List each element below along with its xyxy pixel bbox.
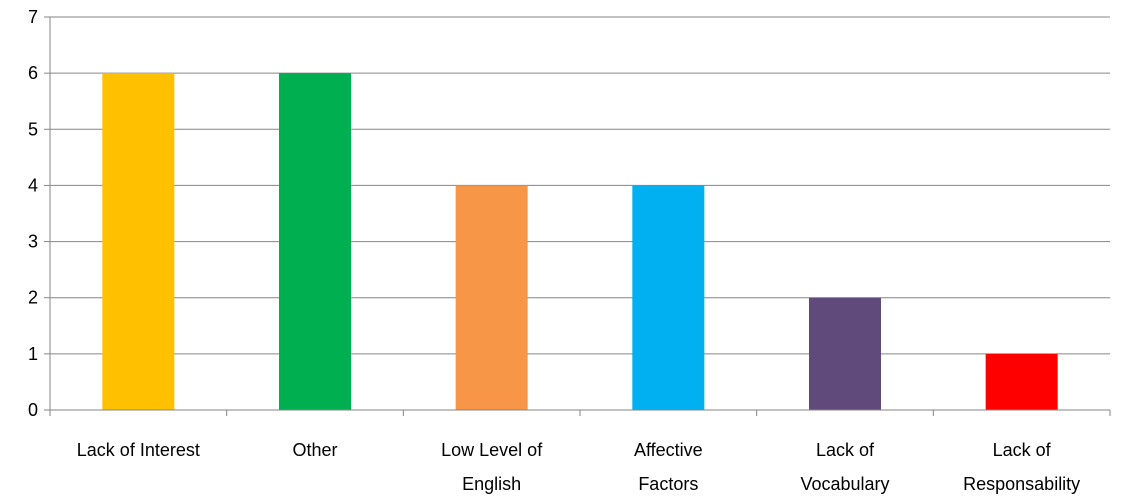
y-tick-label: 2 xyxy=(28,288,38,308)
x-category-label-line: Affective xyxy=(634,440,703,460)
x-category-label-line: Factors xyxy=(638,474,698,494)
y-tick-label: 7 xyxy=(28,7,38,27)
x-category-label-line: Low Level of xyxy=(441,440,543,460)
x-category-label: Lack of Responsability xyxy=(963,440,1080,494)
x-category-label-line: Other xyxy=(292,440,337,460)
y-tick-label: 5 xyxy=(28,119,38,139)
x-category-label-line: Vocabulary xyxy=(800,474,889,494)
axes xyxy=(50,17,1110,416)
x-axis-category-labels: Lack of Interest Other Low Level of English… xyxy=(77,440,1080,494)
y-tick-label: 4 xyxy=(28,175,38,195)
gridlines xyxy=(44,17,1110,410)
bar xyxy=(456,185,528,410)
bar xyxy=(279,73,351,410)
x-category-label-line: Lack of Interest xyxy=(77,440,200,460)
bar xyxy=(102,73,174,410)
x-category-label-line: Lack of xyxy=(993,440,1052,460)
y-tick-label: 6 xyxy=(28,63,38,83)
x-category-label-line: Lack of xyxy=(816,440,875,460)
bar xyxy=(632,185,704,410)
x-category-label-line: Responsability xyxy=(963,474,1080,494)
x-category-label-line: English xyxy=(462,474,521,494)
y-tick-label: 0 xyxy=(28,400,38,420)
y-axis-tick-labels: 0 1 2 3 4 5 6 7 xyxy=(28,7,38,420)
y-tick-label: 1 xyxy=(28,344,38,364)
x-category-label: Low Level of English xyxy=(441,440,543,494)
x-category-label: Lack of Interest xyxy=(77,440,200,460)
bar xyxy=(986,354,1058,410)
x-category-label: Other xyxy=(292,440,337,460)
x-category-label: Lack of Vocabulary xyxy=(800,440,889,494)
x-category-label: Affective Factors xyxy=(634,440,703,494)
bar xyxy=(809,298,881,410)
y-tick-label: 3 xyxy=(28,232,38,252)
